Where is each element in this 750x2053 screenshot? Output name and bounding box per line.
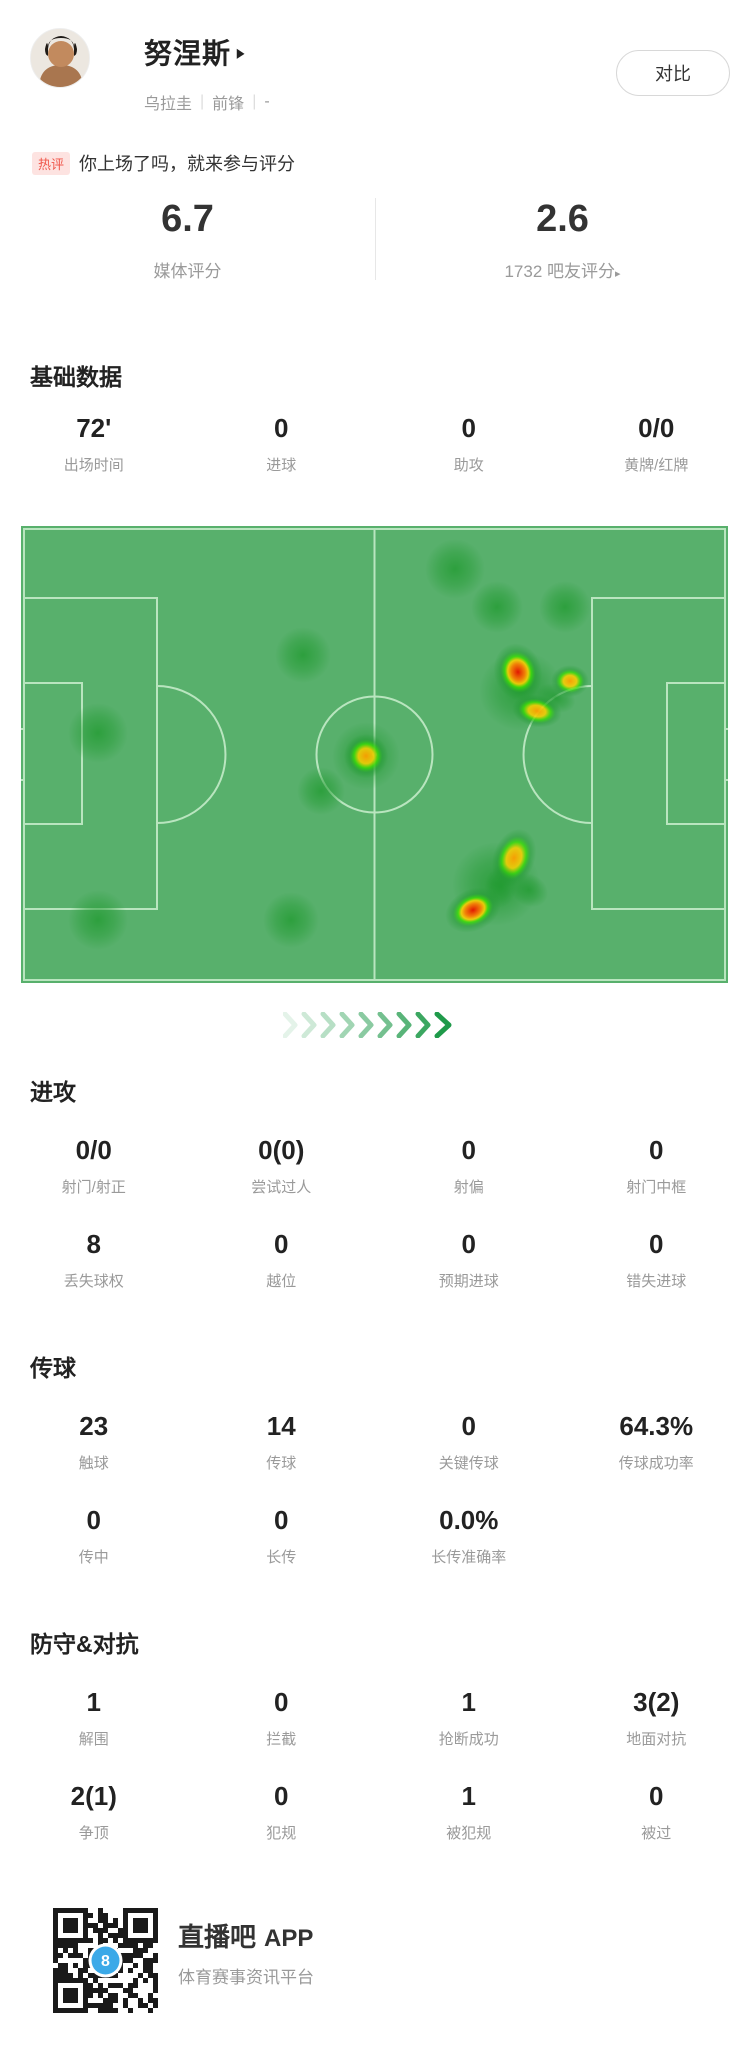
svg-text:8: 8	[101, 1953, 110, 1970]
